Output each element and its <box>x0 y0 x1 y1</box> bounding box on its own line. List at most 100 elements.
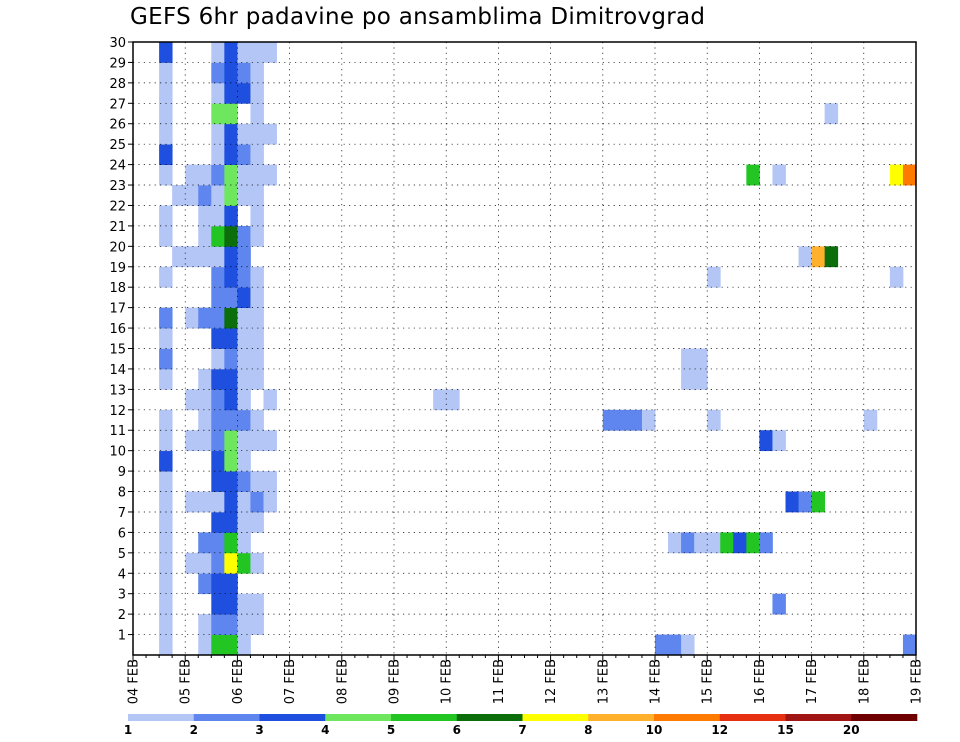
y-tick-label: 9 <box>118 465 126 480</box>
heatmap-cell <box>211 123 225 145</box>
y-tick-label: 13 <box>109 383 126 398</box>
heatmap-cell <box>211 430 225 452</box>
heatmap-cell <box>198 532 212 554</box>
x-tick-label: 05 FEB <box>179 659 194 704</box>
x-tick-label: 15 FEB <box>701 659 716 704</box>
y-tick-label: 2 <box>118 608 126 623</box>
colorbar-label: 3 <box>255 723 263 737</box>
y-tick-label: 25 <box>109 138 126 153</box>
y-tick-label: 26 <box>109 118 126 133</box>
heatmap-cell <box>237 164 251 186</box>
heatmap-cell <box>224 246 238 268</box>
y-tick-label: 8 <box>118 486 126 501</box>
heatmap-cell <box>237 82 251 104</box>
x-tick-label: 09 FEB <box>388 659 403 704</box>
heatmap-cell <box>250 164 264 186</box>
heatmap-cell <box>250 185 264 206</box>
heatmap-cell <box>159 552 173 574</box>
heatmap-cell <box>159 634 173 656</box>
heatmap-cell <box>250 42 264 63</box>
heatmap-cell <box>772 593 786 615</box>
heatmap-cell <box>237 471 251 492</box>
heatmap-cell <box>746 164 760 186</box>
heatmap-cell <box>159 225 173 247</box>
heatmap-cell <box>263 42 277 63</box>
heatmap-cell <box>159 144 173 165</box>
colorbar-label: 2 <box>190 723 198 737</box>
colorbar-swatch <box>719 714 786 721</box>
heatmap-cell <box>250 307 264 329</box>
heatmap-cell <box>250 328 264 349</box>
heatmap-cell <box>602 409 617 431</box>
y-tick-label: 14 <box>109 363 126 378</box>
x-axis: 04 FEB 05 FEB 06 FEB 07 FEB 08 FEB 09 FEB 10 F… <box>127 655 925 704</box>
y-tick-label: 20 <box>109 240 126 255</box>
heatmap-cell <box>263 164 277 186</box>
heatmap-cell <box>211 450 225 472</box>
heatmap-cell <box>198 614 212 635</box>
heatmap-cell <box>159 123 173 145</box>
heatmap-cell <box>681 368 695 390</box>
heatmap-cell <box>211 593 225 615</box>
heatmap-cell <box>211 205 225 227</box>
heatmap-cell <box>263 430 277 452</box>
heatmap-cell <box>250 123 264 145</box>
heatmap-cell <box>746 532 760 554</box>
x-tick-label: 07 FEB <box>283 659 298 704</box>
heatmap-cell <box>211 491 225 513</box>
heatmap-cell <box>681 348 695 370</box>
heatmap-cell <box>759 532 773 554</box>
colorbar-label: 12 <box>711 723 728 737</box>
colorbar-label: 15 <box>777 723 794 737</box>
heatmap-cell <box>250 593 264 615</box>
heatmap-cell <box>224 450 238 472</box>
heatmap-cell <box>707 532 721 554</box>
colorbar-label: 20 <box>843 723 860 737</box>
heatmap-cell <box>211 471 225 492</box>
colorbar-label: 8 <box>584 723 592 737</box>
heatmap-cell <box>198 634 212 656</box>
x-tick-label: 13 FEB <box>596 659 611 704</box>
heatmap-cell <box>159 491 173 513</box>
heatmap-cell <box>224 185 238 206</box>
heatmap-cell <box>237 287 251 309</box>
y-tick-label: 10 <box>109 445 126 460</box>
heatmap-cell <box>237 185 251 206</box>
x-tick-label: 11 FEB <box>492 659 507 704</box>
heatmap-cell <box>159 307 173 329</box>
heatmap-cell <box>250 144 264 165</box>
heatmap-cell <box>237 491 251 513</box>
x-tick-label: 16 FEB <box>753 659 768 704</box>
heatmap-cell <box>811 246 826 268</box>
heatmap-cell <box>211 185 225 206</box>
heatmap-cell <box>224 307 238 329</box>
heatmap-cell <box>159 103 173 125</box>
colorbar-label: 4 <box>321 723 329 737</box>
heatmap-cell <box>224 42 238 63</box>
heatmap-cell <box>159 328 173 349</box>
x-tick-label: 12 FEB <box>544 659 559 704</box>
heatmap-cell <box>250 409 264 431</box>
heatmap-cell <box>237 246 251 268</box>
heatmap-cell <box>263 491 277 513</box>
heatmap-cell <box>785 491 799 513</box>
heatmap-cell <box>263 123 277 145</box>
heatmap-cell <box>628 409 643 431</box>
heatmap-cell <box>237 532 251 554</box>
heatmap-cell <box>824 246 839 268</box>
heatmap-cell <box>694 532 708 554</box>
heatmap-cell <box>159 511 173 533</box>
heatmap-cell <box>224 328 238 349</box>
heatmap-cell <box>641 409 656 431</box>
y-axis: 1234567891011121314151617181920212223242… <box>109 36 133 644</box>
heatmap-cell <box>902 164 917 186</box>
heatmap-cell <box>250 368 264 390</box>
heatmap-cell <box>224 144 238 165</box>
x-tick-label: 08 FEB <box>335 659 350 704</box>
x-tick-label: 06 FEB <box>231 659 246 704</box>
y-tick-label: 27 <box>109 97 126 112</box>
heatmap-cell <box>185 246 199 268</box>
heatmap-cell <box>237 123 251 145</box>
heatmap-cell <box>224 532 238 554</box>
y-tick-label: 24 <box>109 159 126 174</box>
